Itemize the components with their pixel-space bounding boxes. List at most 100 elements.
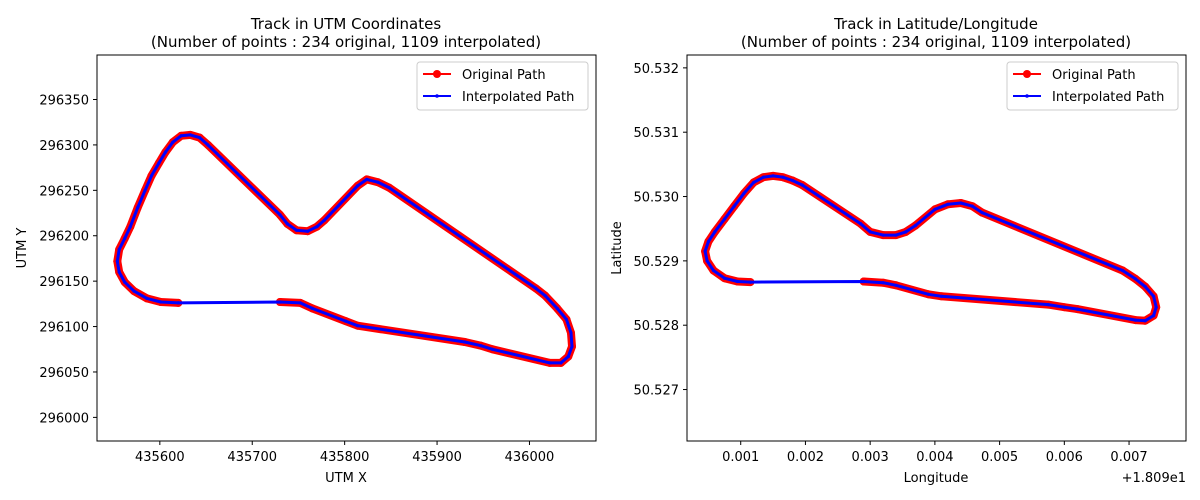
utm-interpolated-point [159,300,163,304]
utm-series [113,130,576,367]
utm-interpolated-point [157,161,161,165]
latlon-y-tick-label: 50.528 [634,319,680,334]
latlon-legend-original-marker [1023,70,1031,78]
utm-legend-original-marker [433,70,441,78]
latlon-plot-area [686,54,1187,442]
utm-legend-box [416,61,589,111]
utm-interpolated-point [295,228,299,232]
latlon-interpolated-point [1062,305,1066,309]
latlon-interpolated-point [904,230,908,234]
latlon-interpolated-point [1154,305,1158,309]
latlon-y-tick-label: 50.527 [634,384,680,399]
utm-interpolated-point [128,225,132,229]
utm-interpolated-point [322,218,326,222]
utm-interpolated-point [306,229,310,233]
latlon-legend-original-label: Original Path [1052,68,1136,83]
latlon-interpolated-point [970,204,975,208]
utm-interpolated-point [315,225,319,229]
utm-interpolated-point [145,296,149,300]
utm-interpolated-point [285,222,289,226]
utm-interpolated-point [171,140,175,144]
latlon-x-tick-label: 0.002 [787,450,824,465]
latlon-interpolated-point [732,204,736,208]
latlon-interpolated-point [800,183,804,187]
latlon-interpolated-point [1133,277,1138,281]
latlon-x-axis-label: Longitude [904,471,969,486]
utm-title-line2: (Number of points : 234 original, 1109 i… [151,33,541,51]
latlon-title-line2: (Number of points : 234 original, 1109 i… [741,33,1131,51]
utm-interpolated-point [569,331,573,335]
latlon-x-ticks: 0.001 0.002 0.003 0.004 0.005 0.006 0.007 [722,441,1148,465]
chart-utm: Track in UTM Coordinates (Number of poin… [15,15,597,486]
utm-axes-frame [96,54,597,442]
latlon-y-tick-label: 50.532 [634,62,680,77]
latlon-interpolated-point [868,230,872,234]
utm-interpolated-point [188,133,192,137]
latlon-y-tick-label: 50.531 [634,126,680,141]
utm-interpolated-point [163,150,167,154]
latlon-x-offset-text: +1.809e1 [1122,471,1186,486]
latlon-interpolated-point [705,259,709,263]
utm-interpolated-point [117,247,121,251]
utm-interpolated-point [123,236,127,241]
latlon-y-tick-label: 50.529 [634,255,680,270]
latlon-interpolated-point [881,233,885,237]
latlon-interpolated-point [946,202,950,206]
utm-interpolated-point [143,188,147,192]
utm-interpolated-point [278,213,282,217]
utm-y-tick-label: 296350 [39,94,89,109]
latlon-interpolated-point [771,174,775,178]
utm-interpolated-point [490,347,495,351]
latlon-axes-frame [686,54,1187,442]
latlon-interpolated-point [1075,307,1079,311]
utm-x-axis-label: UTM X [325,471,367,486]
utm-interpolated-point [198,136,202,140]
latlon-interpolated-point [1143,319,1147,323]
utm-interpolated-point [179,134,183,138]
utm-y-tick-label: 296100 [39,321,89,336]
utm-interpolated-point [298,301,302,305]
utm-interpolated-point [356,324,360,328]
latlon-interpolated-point [711,268,716,273]
utm-interpolated-point [548,361,552,365]
latlon-interpolated-point [752,180,756,184]
utm-y-tick-label: 296000 [39,411,89,426]
utm-interpolated-point [376,180,380,184]
latlon-x-tick-label: 0.005 [981,450,1018,465]
utm-interpolated-point [123,280,127,284]
chart-latlon: Track in Latitude/Longitude (Number of p… [610,15,1187,486]
utm-legend-original-label: Original Path [462,68,546,83]
latlon-legend-interpolated-label: Interpolated Path [1052,90,1164,105]
utm-x-tick-label: 435700 [227,450,277,465]
utm-y-tick-label: 296050 [39,366,89,381]
utm-interpolated-path-line [115,133,574,365]
latlon-interpolated-point [894,283,898,287]
utm-legend-interpolated-marker [435,94,439,98]
utm-interpolated-point [117,270,121,274]
utm-x-tick-label: 435800 [320,450,370,465]
latlon-x-tick-label: 0.006 [1046,450,1083,465]
latlon-interpolated-point [933,207,937,211]
latlon-interpolated-point [980,211,984,215]
utm-interpolated-point [564,317,569,321]
utm-y-tick-label: 296250 [39,184,89,199]
utm-interpolated-point [566,354,570,359]
utm-interpolated-point [132,289,136,293]
utm-interpolated-point [555,306,559,310]
utm-title-line1: Track in UTM Coordinates [250,15,442,33]
utm-interpolated-point [478,344,483,348]
latlon-interpolated-point [742,191,746,195]
latlon-legend-box [1006,61,1179,111]
utm-y-tick-label: 296200 [39,230,89,245]
utm-y-axis-label: UTM Y [15,228,30,269]
latlon-interpolated-point [713,230,717,234]
utm-y-tick-label: 296150 [39,275,89,290]
utm-interpolated-point [206,143,210,147]
utm-interpolated-point [543,294,547,298]
latlon-title-line1: Track in Latitude/Longitude [833,15,1038,33]
latlon-x-tick-label: 0.004 [916,450,953,465]
utm-y-ticks: 296000 296050 296100 296150 296200 296250 2963… [39,94,97,426]
latlon-y-ticks: 50.527 50.528 50.529 50.530 50.531 50.532 [634,62,687,399]
